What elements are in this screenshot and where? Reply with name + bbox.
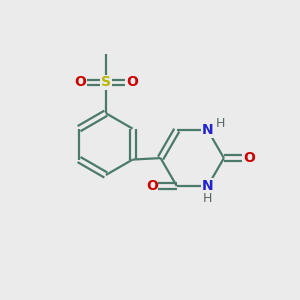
- Text: S: S: [101, 75, 111, 89]
- Text: H: H: [215, 117, 225, 130]
- Text: O: O: [146, 179, 158, 193]
- Text: O: O: [126, 75, 138, 89]
- Text: N: N: [202, 179, 214, 193]
- Text: H: H: [203, 192, 212, 205]
- Text: N: N: [202, 123, 214, 137]
- Text: O: O: [243, 151, 255, 165]
- Text: O: O: [74, 75, 86, 89]
- Text: O: O: [243, 151, 255, 165]
- Text: N: N: [202, 123, 214, 137]
- Text: S: S: [101, 75, 111, 89]
- Text: O: O: [126, 75, 138, 89]
- Text: O: O: [146, 179, 158, 193]
- Text: O: O: [74, 75, 86, 89]
- Text: N: N: [202, 179, 214, 193]
